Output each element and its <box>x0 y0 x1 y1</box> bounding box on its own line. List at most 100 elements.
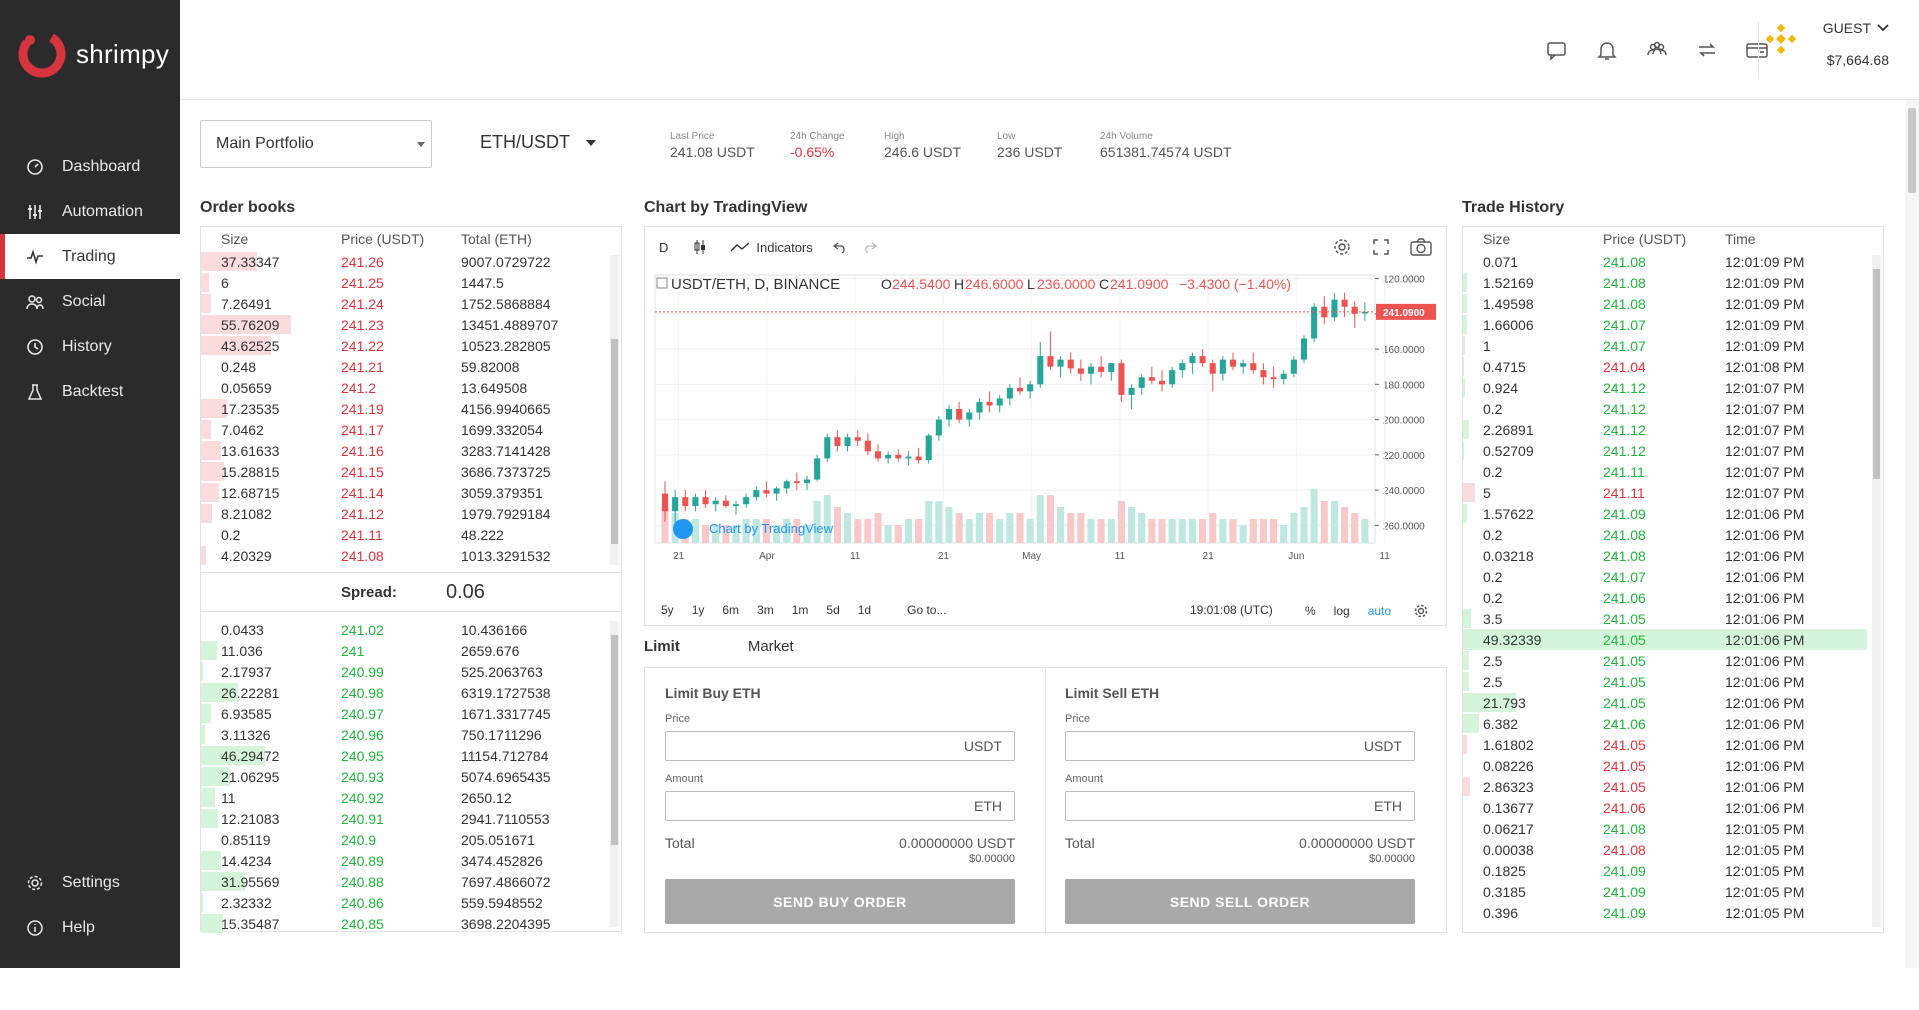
range-button-3m[interactable]: 3m <box>757 603 774 617</box>
sidebar-item-automation[interactable]: Automation <box>0 189 180 234</box>
ask-row[interactable]: 4.20329 241.08 1013.3291532 <box>201 545 621 566</box>
scroll-thumb[interactable] <box>611 635 618 845</box>
bell-icon[interactable] <box>1595 38 1619 62</box>
depth-bar <box>201 273 210 292</box>
send-sell-order-button[interactable]: SEND SELL ORDER <box>1065 879 1415 924</box>
gear-icon[interactable] <box>1413 603 1429 619</box>
user-menu[interactable]: GUEST $7,664.68 <box>1765 20 1889 68</box>
buy-total-usd: $0.00000 <box>969 853 1015 865</box>
ask-row[interactable]: 17.23535 241.19 4156.9940665 <box>201 398 621 419</box>
bid-row[interactable]: 21.06295 240.93 5074.6965435 <box>201 766 621 787</box>
scroll-thumb[interactable] <box>1873 269 1880 479</box>
indicators-icon[interactable] <box>730 241 750 253</box>
pair-select[interactable]: ETH/USDT <box>480 132 596 153</box>
sidebar-item-settings[interactable]: Settings <box>0 860 180 905</box>
goto-button[interactable]: Go to... <box>907 603 947 617</box>
ask-row[interactable]: 6 241.25 1447.5 <box>201 272 621 293</box>
ask-row[interactable]: 43.62525 241.22 10523.282805 <box>201 335 621 356</box>
bid-row[interactable]: 6.93585 240.97 1671.3317745 <box>201 703 621 724</box>
users-icon[interactable] <box>1645 38 1669 62</box>
size-cell: 26.22281 <box>221 684 280 701</box>
camera-icon[interactable] <box>1410 238 1432 256</box>
volume-bar <box>1046 495 1054 543</box>
sidebar-item-dashboard[interactable]: Dashboard <box>0 144 180 189</box>
send-buy-order-button[interactable]: SEND BUY ORDER <box>665 879 1015 924</box>
ask-row[interactable]: 8.21082 241.12 1979.7929184 <box>201 503 621 524</box>
logo[interactable]: shrimpy <box>16 28 169 80</box>
size-cell: 7.26491 <box>221 295 272 312</box>
settings-icon[interactable] <box>1332 237 1352 257</box>
scroll-thumb[interactable] <box>611 339 618 544</box>
ask-row[interactable]: 0.05659 241.2 13.649508 <box>201 377 621 398</box>
auto-button[interactable]: auto <box>1367 604 1392 618</box>
bid-row[interactable]: 11 240.92 2650.12 <box>201 787 621 808</box>
undo-icon[interactable] <box>832 241 847 253</box>
amount-label: Amount <box>1065 773 1103 785</box>
price-chart[interactable]: 260.0000 240.0000 220.0000 200.0000 180.0000… <box>649 263 1443 579</box>
range-button-1m[interactable]: 1m <box>791 603 809 617</box>
chevron-down-icon[interactable] <box>1877 24 1889 32</box>
candle-body <box>1280 373 1287 380</box>
bid-row[interactable]: 14.4234 240.89 3474.452826 <box>201 850 621 871</box>
sell-price-input[interactable]: USDT <box>1065 731 1415 761</box>
tab-limit[interactable]: Limit <box>644 638 680 655</box>
buy-price-input[interactable]: USDT <box>665 731 1015 761</box>
range-button-1y[interactable]: 1y <box>691 603 705 617</box>
sidebar-item-help[interactable]: Help <box>0 905 180 950</box>
candle-style-icon[interactable] <box>692 239 708 255</box>
wallet-icon[interactable] <box>1745 38 1769 62</box>
redo-icon[interactable] <box>863 241 877 253</box>
bid-row[interactable]: 0.0433 241.02 10.436166 <box>201 619 621 640</box>
bid-row[interactable]: 46.29472 240.95 11154.712784 <box>201 745 621 766</box>
range-button-1d[interactable]: 1d <box>857 603 872 617</box>
candle-body <box>976 401 983 413</box>
sell-amount-input[interactable]: ETH <box>1065 791 1415 821</box>
sidebar-item-backtest[interactable]: Backtest <box>0 369 180 414</box>
time-cell: 12:01:07 PM <box>1725 463 1805 480</box>
candle-body <box>1361 311 1368 314</box>
fullscreen-icon[interactable] <box>1372 238 1390 256</box>
portfolio-select[interactable]: Main Portfolio <box>200 120 432 168</box>
bid-row[interactable]: 0.85119 240.9 205.051671 <box>201 829 621 850</box>
range-button-6m[interactable]: 6m <box>722 603 740 617</box>
sidebar-item-history[interactable]: History <box>0 324 180 369</box>
ask-row[interactable]: 15.28815 241.15 3686.7373725 <box>201 461 621 482</box>
scroll-thumb[interactable] <box>1908 108 1916 193</box>
trade-history-scrollbar[interactable] <box>1872 255 1881 927</box>
page-scrollbar[interactable] <box>1905 100 1919 968</box>
ask-row[interactable]: 7.0462 241.17 1699.332054 <box>201 419 621 440</box>
percent-button[interactable]: % <box>1305 604 1316 618</box>
indicators-button[interactable]: Indicators <box>756 239 813 255</box>
buy-amount-input[interactable]: ETH <box>665 791 1015 821</box>
ask-row[interactable]: 0.248 241.21 59.82008 <box>201 356 621 377</box>
price-cell: 240.99 <box>341 663 384 680</box>
log-button[interactable]: log <box>1333 604 1350 618</box>
chat-icon[interactable] <box>1545 38 1569 62</box>
interval-button[interactable]: D <box>659 239 669 255</box>
bid-row[interactable]: 11.036 241 2659.676 <box>201 640 621 661</box>
range-button-5y[interactable]: 5y <box>661 603 674 617</box>
bids-scrollbar[interactable] <box>610 621 619 927</box>
ask-row[interactable]: 13.61633 241.16 3283.7141428 <box>201 440 621 461</box>
bid-row[interactable]: 2.17937 240.99 525.2063763 <box>201 661 621 682</box>
asks-scrollbar[interactable] <box>610 255 619 565</box>
ask-row[interactable]: 7.26491 241.24 1752.5868884 <box>201 293 621 314</box>
tab-market[interactable]: Market <box>747 638 794 655</box>
bid-row[interactable]: 15.35487 240.85 3698.2204395 <box>201 913 621 934</box>
sidebar-item-trading[interactable]: Trading <box>0 234 180 279</box>
ask-row[interactable]: 0.2 241.11 48.222 <box>201 524 621 545</box>
ask-row[interactable]: 37.33347 241.26 9007.0729722 <box>201 251 621 272</box>
range-button-5d[interactable]: 5d <box>826 603 840 617</box>
sidebar-item-social[interactable]: Social <box>0 279 180 324</box>
bid-row[interactable]: 2.32332 240.86 559.5948552 <box>201 892 621 913</box>
exchange-icon[interactable] <box>1695 38 1719 62</box>
candle-body <box>732 504 740 506</box>
bid-row[interactable]: 31.95569 240.88 7697.4866072 <box>201 871 621 892</box>
ask-row[interactable]: 12.68715 241.14 3059.379351 <box>201 482 621 503</box>
bid-row[interactable]: 26.22281 240.98 6319.1727538 <box>201 682 621 703</box>
bid-row[interactable]: 12.21083 240.91 2941.7110553 <box>201 808 621 829</box>
volume-bar <box>813 501 821 543</box>
ask-row[interactable]: 55.76209 241.23 13451.4889707 <box>201 314 621 335</box>
user-name[interactable]: GUEST <box>1822 20 1871 36</box>
bid-row[interactable]: 3.11326 240.96 750.1711296 <box>201 724 621 745</box>
